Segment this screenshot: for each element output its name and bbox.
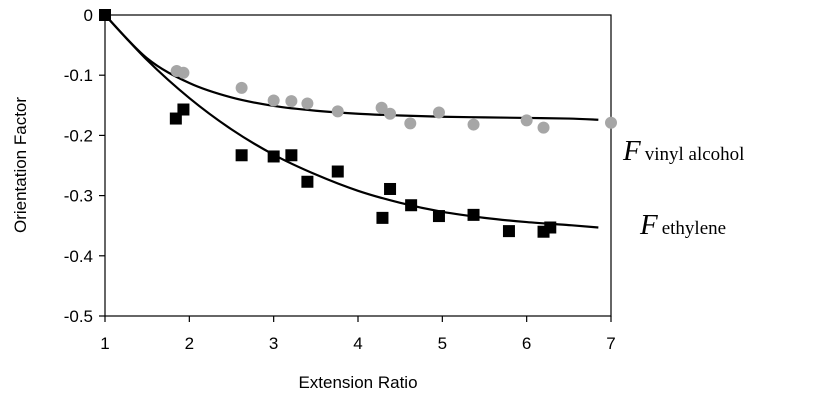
point-ethylene <box>544 221 557 234</box>
x-tick-label: 5 <box>438 334 447 353</box>
point-ethylene <box>331 165 344 178</box>
series-label-ethylene-sub: ethylene <box>662 218 726 239</box>
point-ethylene <box>384 182 397 195</box>
point-vinyl-alcohol <box>520 114 533 127</box>
y-tick-label: -0.3 <box>64 187 93 206</box>
x-axis-ticks: 1 2 3 4 5 6 7 <box>100 316 616 353</box>
x-tick-label: 1 <box>100 334 109 353</box>
point-vinyl-alcohol <box>432 106 445 119</box>
point-ethylene <box>235 149 248 162</box>
point-ethylene <box>467 208 480 221</box>
point-vinyl-alcohol <box>605 116 617 129</box>
point-ethylene <box>301 175 314 188</box>
point-ethylene <box>432 210 445 223</box>
point-ethylene <box>169 112 182 125</box>
point-vinyl-alcohol <box>384 107 397 120</box>
point-ethylene <box>376 211 389 224</box>
y-tick-label: -0.2 <box>64 126 93 145</box>
series-label-vinyl-alcohol-sub: vinyl alcohol <box>645 144 745 165</box>
point-vinyl-alcohol <box>467 118 480 131</box>
point-vinyl-alcohol <box>235 81 248 94</box>
point-vinyl-alcohol <box>285 95 298 108</box>
x-tick-label: 6 <box>522 334 531 353</box>
plot-area <box>104 14 612 317</box>
y-axis-title: Orientation Factor <box>11 97 30 233</box>
y-axis-ticks: 0 -0.1 -0.2 -0.3 -0.4 -0.5 <box>64 6 105 326</box>
point-vinyl-alcohol <box>301 97 314 110</box>
point-vinyl-alcohol <box>375 101 388 114</box>
y-tick-label: -0.1 <box>64 66 93 85</box>
y-tick-label: -0.5 <box>64 307 93 326</box>
point-vinyl-alcohol <box>331 105 344 118</box>
y-tick-label: -0.4 <box>64 247 93 266</box>
x-axis-title: Extension Ratio <box>298 373 417 392</box>
point-ethylene <box>502 225 515 238</box>
point-vinyl-alcohol <box>267 94 280 107</box>
data-points <box>99 9 617 238</box>
y-tick-label: 0 <box>84 6 93 25</box>
point-ethylene <box>267 150 280 163</box>
series-label-ethylene-main: F <box>639 209 658 241</box>
x-tick-label: 4 <box>353 334 362 353</box>
x-tick-label: 7 <box>606 334 615 353</box>
x-tick-label: 2 <box>185 334 194 353</box>
point-ethylene <box>177 103 190 116</box>
point-ethylene <box>285 149 298 162</box>
point-ethylene <box>99 9 111 21</box>
fit-line-ethylene <box>104 14 599 229</box>
point-vinyl-alcohol <box>537 121 550 134</box>
point-vinyl-alcohol <box>404 117 417 130</box>
point-ethylene <box>405 199 418 212</box>
point-vinyl-alcohol <box>177 66 190 79</box>
series-label-vinyl-alcohol-main: F <box>622 135 641 167</box>
x-tick-label: 3 <box>269 334 278 353</box>
